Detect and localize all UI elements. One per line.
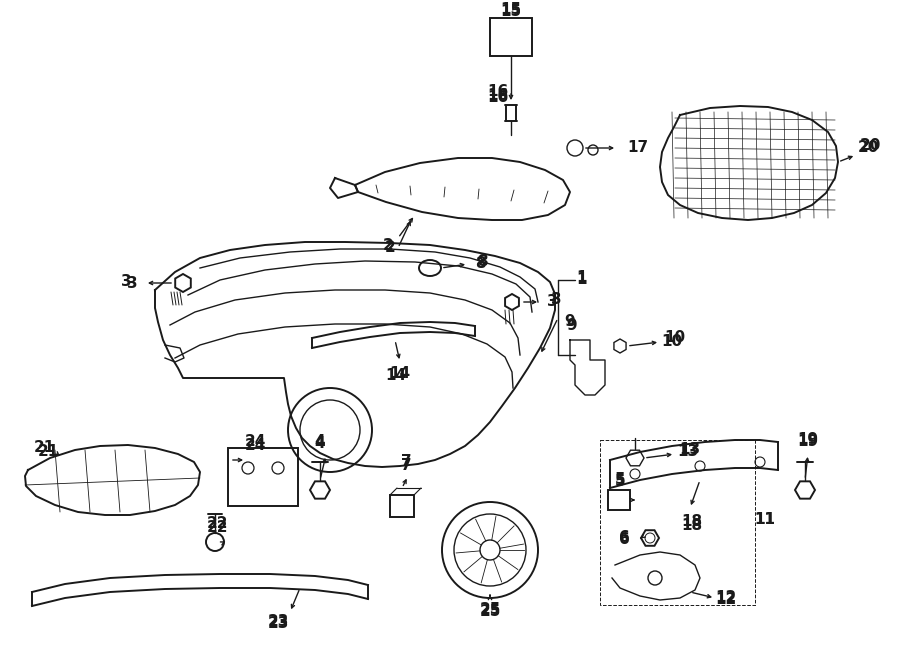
Text: 19: 19 bbox=[797, 434, 819, 449]
Bar bbox=[228, 448, 298, 506]
Text: 12: 12 bbox=[716, 592, 736, 607]
Text: 3: 3 bbox=[546, 295, 557, 309]
Bar bbox=[490, 18, 532, 56]
Text: 13: 13 bbox=[680, 442, 700, 457]
Text: 14: 14 bbox=[385, 368, 407, 383]
Text: 18: 18 bbox=[681, 514, 703, 529]
Text: 3: 3 bbox=[551, 293, 562, 307]
Text: 16: 16 bbox=[488, 91, 508, 106]
Text: 4: 4 bbox=[315, 436, 325, 451]
Text: 10: 10 bbox=[662, 334, 682, 350]
Text: 1: 1 bbox=[577, 270, 587, 286]
Text: 2: 2 bbox=[382, 237, 393, 253]
Text: 21: 21 bbox=[33, 440, 55, 455]
Text: 16: 16 bbox=[488, 89, 508, 104]
Text: 12: 12 bbox=[716, 590, 736, 605]
Text: 6: 6 bbox=[618, 531, 629, 545]
Text: 21: 21 bbox=[38, 444, 58, 459]
Text: 25: 25 bbox=[480, 605, 500, 619]
Text: 1: 1 bbox=[577, 272, 587, 288]
Text: 16: 16 bbox=[488, 85, 508, 100]
Bar bbox=[608, 490, 630, 510]
Bar bbox=[600, 440, 755, 605]
Text: 22: 22 bbox=[207, 516, 229, 531]
Text: 8: 8 bbox=[477, 254, 487, 270]
Text: 23: 23 bbox=[267, 617, 289, 631]
Text: 23: 23 bbox=[267, 615, 289, 629]
Text: 13: 13 bbox=[678, 444, 698, 459]
Text: 18: 18 bbox=[681, 518, 703, 533]
Bar bbox=[390, 495, 414, 517]
Text: 17: 17 bbox=[627, 141, 649, 155]
Text: 20: 20 bbox=[860, 137, 881, 153]
Text: 20: 20 bbox=[858, 141, 878, 155]
Text: 5: 5 bbox=[615, 473, 626, 488]
Text: 3: 3 bbox=[127, 276, 138, 290]
Text: 11: 11 bbox=[754, 512, 776, 527]
Text: 14: 14 bbox=[390, 366, 410, 381]
Text: 9: 9 bbox=[567, 317, 577, 332]
Text: 15: 15 bbox=[500, 5, 522, 20]
Text: 10: 10 bbox=[664, 330, 686, 346]
Text: 8: 8 bbox=[474, 256, 485, 272]
Text: 9: 9 bbox=[564, 315, 575, 329]
Text: 15: 15 bbox=[500, 3, 522, 17]
Text: 4: 4 bbox=[315, 434, 325, 449]
Text: 3: 3 bbox=[121, 274, 131, 290]
Text: 5: 5 bbox=[615, 475, 626, 490]
Text: 6: 6 bbox=[618, 533, 629, 547]
Text: 22: 22 bbox=[207, 520, 229, 535]
Text: 24: 24 bbox=[244, 434, 266, 449]
Text: 19: 19 bbox=[797, 432, 819, 447]
Text: 11: 11 bbox=[754, 512, 776, 527]
Text: 7: 7 bbox=[400, 459, 411, 473]
Text: 7: 7 bbox=[400, 455, 411, 469]
Text: 25: 25 bbox=[480, 602, 500, 617]
Text: 24: 24 bbox=[244, 438, 266, 453]
Text: 2: 2 bbox=[384, 241, 395, 256]
